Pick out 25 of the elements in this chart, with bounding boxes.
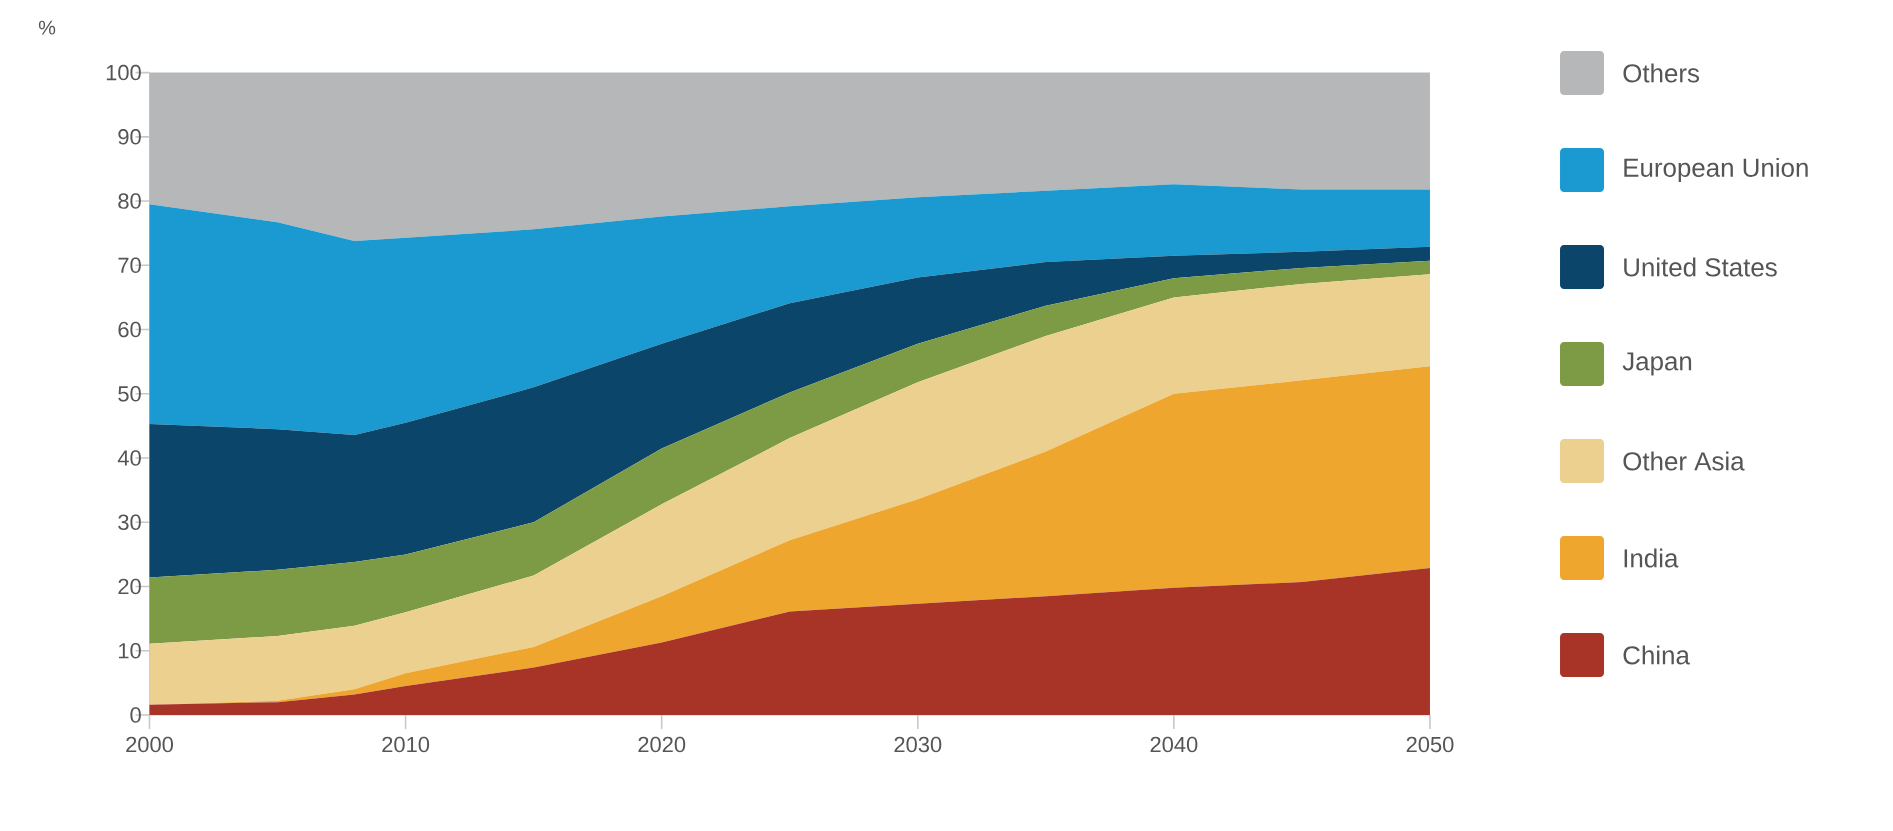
x-tick-label: 2040 [1150,736,1198,753]
legend-label: Other Asia [1623,451,1745,471]
x-tick-label: 2000 [126,736,174,753]
y-tick-label: 0 [130,707,141,723]
x-tick-label: 2010 [382,736,430,753]
y-tick-label: 40 [117,450,141,466]
x-tick-label: 2030 [894,736,942,753]
y-axis-title: % [38,20,56,35]
y-tick-label: 70 [118,257,141,274]
y-tick-label: 60 [118,321,141,338]
legend-label: Others [1623,63,1700,83]
legend-label: Japan [1622,352,1692,376]
y-tick-label: 10 [119,642,141,659]
x-tick-label: 2020 [638,736,686,753]
legend-label: United States [1624,257,1777,277]
y-tick-label: 80 [118,193,141,209]
x-tick-label: 2050 [1406,736,1454,753]
legend-label: China [1623,645,1690,665]
legend-label: India [1624,548,1679,568]
legend-label: European Union [1624,157,1808,183]
y-tick-label: 90 [118,129,141,145]
y-tick-label: 100 [106,64,141,81]
y-tick-label: 20 [118,578,141,595]
y-tick-label: 50 [118,386,141,402]
y-tick-label: 30 [118,514,141,531]
